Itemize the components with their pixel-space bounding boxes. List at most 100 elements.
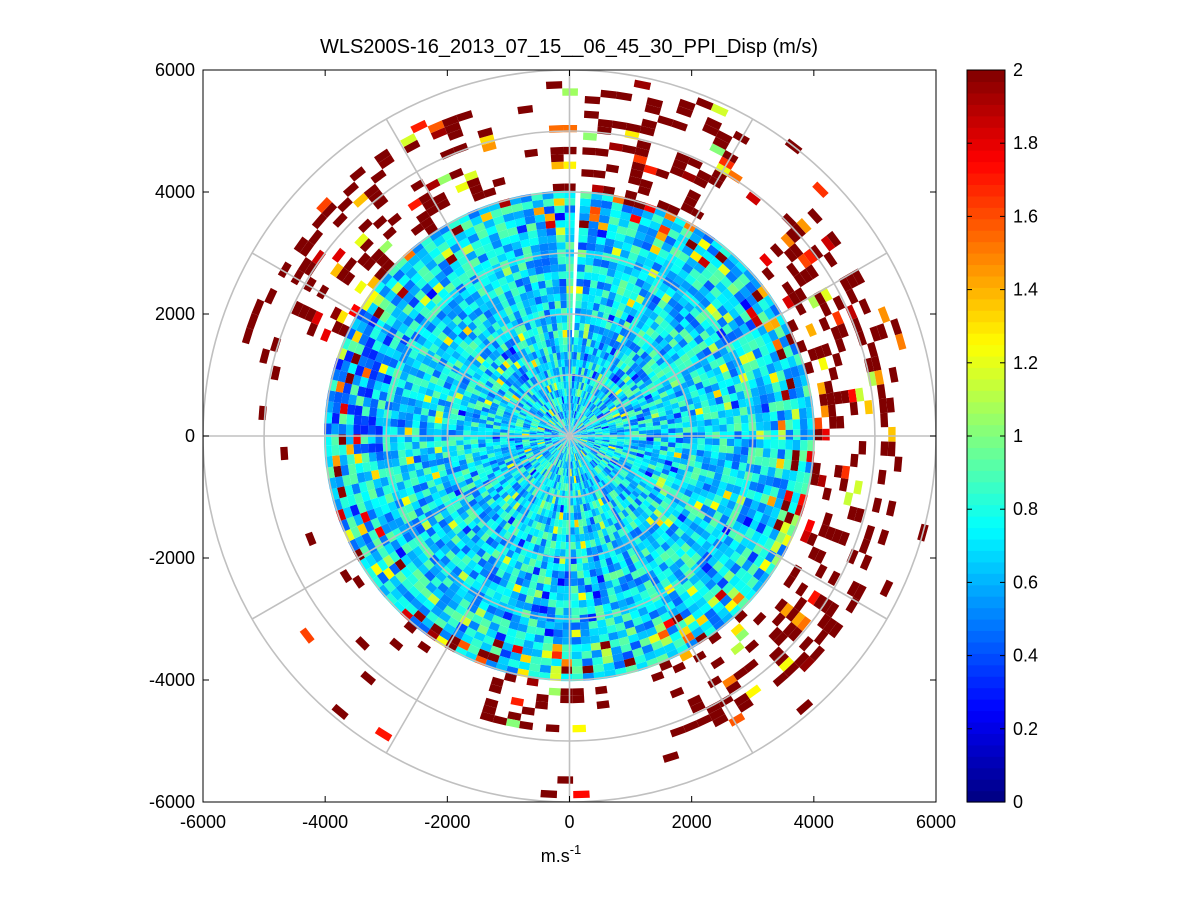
velocity-cell	[338, 323, 350, 337]
velocity-cell	[561, 315, 568, 323]
velocity-cell	[670, 552, 681, 563]
velocity-cell	[644, 451, 653, 457]
velocity-cell	[752, 395, 762, 406]
velocity-cell	[500, 444, 509, 449]
velocity-cell	[794, 287, 808, 302]
velocity-cell	[539, 523, 546, 532]
velocity-cell	[592, 445, 601, 450]
velocity-cell	[799, 440, 808, 451]
velocity-cell	[773, 497, 784, 510]
velocity-cell	[601, 424, 609, 428]
velocity-cell	[771, 612, 786, 627]
velocity-cell	[430, 605, 443, 618]
velocity-cell	[606, 268, 616, 278]
velocity-cell	[605, 230, 617, 240]
velocity-cell	[606, 449, 615, 454]
velocity-cell	[594, 438, 603, 441]
velocity-cell	[357, 355, 368, 368]
velocity-cell	[499, 648, 512, 659]
velocity-cell	[644, 366, 654, 376]
velocity-cell	[674, 558, 686, 569]
velocity-cell	[507, 402, 515, 409]
velocity-cell	[880, 412, 889, 428]
velocity-cell	[629, 586, 640, 597]
velocity-cell	[561, 403, 565, 412]
velocity-cell	[665, 492, 675, 501]
velocity-cell	[551, 432, 559, 435]
velocity-cell	[605, 557, 614, 566]
velocity-cell	[547, 361, 553, 370]
velocity-cell	[603, 352, 610, 361]
velocity-cell	[570, 549, 577, 557]
velocity-cell	[414, 312, 426, 325]
velocity-cell	[700, 573, 712, 586]
velocity-cell	[435, 599, 448, 612]
velocity-cell	[603, 534, 611, 544]
velocity-cell	[612, 386, 621, 394]
velocity-cell	[653, 305, 663, 316]
velocity-cell	[603, 360, 610, 369]
velocity-cell	[445, 550, 456, 561]
velocity-cell	[504, 634, 516, 645]
velocity-cell	[615, 476, 623, 484]
velocity-cell	[628, 175, 642, 186]
velocity-cell	[515, 425, 523, 430]
velocity-cell	[580, 432, 588, 435]
velocity-cell	[625, 596, 635, 606]
velocity-cell	[530, 443, 538, 447]
velocity-cell	[517, 285, 527, 295]
velocity-cell	[733, 666, 749, 681]
velocity-cell	[590, 199, 602, 208]
velocity-cell	[701, 378, 711, 388]
velocity-cell	[506, 376, 515, 385]
velocity-cell	[613, 357, 621, 366]
velocity-cell	[478, 427, 486, 432]
velocity-cell	[433, 337, 444, 348]
velocity-cell	[751, 315, 763, 328]
velocity-cell	[739, 298, 752, 311]
velocity-cell	[579, 450, 585, 458]
velocity-cell	[646, 544, 656, 554]
velocity-cell	[542, 387, 548, 395]
velocity-cell	[653, 646, 667, 658]
velocity-cell	[550, 540, 557, 549]
velocity-cell	[500, 398, 509, 406]
velocity-cell	[772, 338, 783, 351]
velocity-cell	[546, 323, 553, 332]
velocity-cell	[418, 575, 431, 588]
velocity-cell	[659, 472, 669, 480]
velocity-cell	[618, 380, 626, 389]
velocity-cell	[765, 562, 778, 576]
velocity-cell	[499, 562, 509, 572]
velocity-cell	[483, 187, 497, 198]
velocity-cell	[584, 456, 590, 464]
velocity-cell	[447, 616, 460, 629]
velocity-cell	[457, 310, 468, 321]
velocity-cell	[579, 428, 587, 432]
velocity-cell	[559, 286, 567, 294]
velocity-cell	[813, 594, 827, 610]
velocity-cell	[742, 516, 754, 528]
velocity-cell	[554, 212, 565, 221]
velocity-cell	[547, 510, 553, 519]
velocity-cell	[688, 478, 698, 487]
velocity-cell	[380, 322, 392, 335]
velocity-cell	[583, 353, 589, 362]
velocity-cell	[616, 424, 624, 429]
velocity-cell	[508, 574, 518, 584]
velocity-cell	[550, 418, 557, 424]
velocity-cell	[455, 345, 465, 355]
velocity-cell	[495, 337, 505, 347]
velocity-cell	[594, 340, 601, 350]
velocity-cell	[374, 526, 386, 538]
velocity-cell	[723, 570, 736, 583]
velocity-cell	[858, 538, 871, 555]
velocity-cell	[636, 470, 645, 478]
velocity-cell	[574, 460, 578, 469]
velocity-cell	[353, 414, 362, 426]
velocity-cell	[655, 536, 666, 546]
velocity-cell	[714, 589, 727, 602]
velocity-cell	[241, 327, 254, 345]
velocity-cell	[652, 421, 661, 426]
velocity-cell	[456, 419, 465, 426]
